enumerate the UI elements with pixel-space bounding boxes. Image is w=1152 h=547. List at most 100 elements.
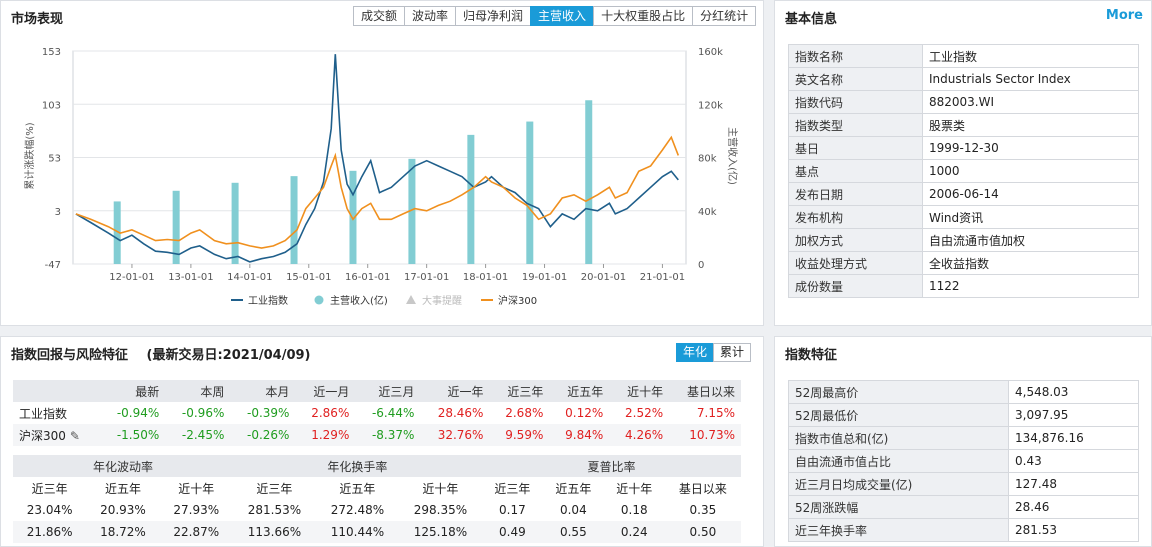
return-row-name: 工业指数 bbox=[19, 406, 68, 421]
y-left-tick-label: 103 bbox=[42, 100, 61, 111]
index-feature-row: 近三年换手率 281.53 bbox=[788, 518, 1139, 542]
y-right-tick-label: 40k bbox=[698, 207, 717, 218]
return-header-cell: 本月 bbox=[230, 380, 296, 402]
legend-event-swatch bbox=[406, 295, 416, 304]
basic-info-key: 收益处理方式 bbox=[788, 251, 923, 275]
return-value: 7.15% bbox=[696, 406, 735, 420]
basic-info-value: Industrials Sector Index bbox=[922, 67, 1139, 91]
y-left-tick-label: -47 bbox=[45, 260, 61, 271]
sub-header-cell: 近五年 bbox=[555, 481, 592, 496]
x-tick-label: 16-01-01 bbox=[345, 272, 390, 283]
tab-market-0[interactable]: 成交额 bbox=[353, 6, 406, 26]
x-tick-label: 15-01-01 bbox=[286, 272, 331, 283]
group-header: 年化换手率 bbox=[232, 455, 482, 477]
y-right-tick-label: 160k bbox=[698, 47, 723, 58]
sub-header-cell: 近三年 bbox=[256, 481, 293, 496]
return-row-name: 沪深300 ✎ bbox=[13, 424, 101, 446]
tab-market-5[interactable]: 分红统计 bbox=[692, 6, 757, 26]
index-feature-row: 自由流通市值占比 0.43 bbox=[788, 449, 1139, 473]
legend-revenue-label[interactable]: 主营收入(亿) bbox=[330, 294, 388, 307]
tab-market-1[interactable]: 波动率 bbox=[404, 6, 457, 26]
basic-info-key: 英文名称 bbox=[788, 67, 923, 91]
return-value: 9.59% bbox=[489, 424, 550, 446]
index-features-panel: 指数特征 52周最高价 4,548.03 52周最低价 3,097.95 指数市值总和(… bbox=[774, 336, 1152, 547]
basic-info-value: 全收益指数 bbox=[922, 251, 1139, 275]
risk-value: 0.55 bbox=[542, 521, 604, 543]
y-right-tick-label: 120k bbox=[698, 100, 723, 111]
legend-event-label[interactable]: 大事提醒 bbox=[422, 294, 462, 307]
return-value: -8.37% bbox=[355, 424, 421, 446]
revenue-bar bbox=[290, 176, 298, 264]
group-header: 年化波动率 bbox=[13, 455, 233, 477]
index-feature-key: 52周最低价 bbox=[788, 403, 1009, 427]
latest-trade-date: (最新交易日:2021/04/09) bbox=[146, 348, 311, 363]
tab-risk-1[interactable]: 累计 bbox=[712, 343, 751, 362]
risk-value: 18.72% bbox=[86, 521, 160, 543]
risk-value: 0.35 bbox=[689, 503, 717, 517]
basic-info-row: 指数名称 工业指数 bbox=[788, 44, 1139, 68]
revenue-bar bbox=[526, 121, 534, 265]
basic-info-row: 成份数量 1122 bbox=[788, 274, 1139, 298]
return-value: 2.68% bbox=[505, 406, 544, 420]
return-header-cell: 近十年 bbox=[609, 380, 670, 402]
index-feature-value: 127.48 bbox=[1008, 472, 1139, 496]
risk-value: 0.50 bbox=[664, 521, 741, 543]
index-feature-value: 4,548.03 bbox=[1008, 380, 1139, 404]
index-feature-key: 52周涨跌幅 bbox=[788, 495, 1009, 519]
tab-market-3[interactable]: 主营收入 bbox=[530, 6, 595, 26]
x-tick-label: 20-01-01 bbox=[581, 272, 626, 283]
risk-value: 27.93% bbox=[173, 503, 220, 517]
risk-value: 0.18 bbox=[620, 503, 648, 517]
basic-info-row: 基点 1000 bbox=[788, 159, 1139, 183]
basic-info-key: 成份数量 bbox=[788, 274, 923, 298]
risk-value: 0.04 bbox=[559, 503, 587, 517]
legend-hs300-label[interactable]: 沪深300 bbox=[498, 294, 537, 307]
risk-value: 272.48% bbox=[330, 503, 385, 517]
return-value: 4.26% bbox=[609, 424, 670, 446]
sub-header-cell: 近十年 bbox=[422, 481, 459, 496]
revenue-bar bbox=[585, 100, 593, 264]
index-feature-value: 0.43 bbox=[1008, 449, 1139, 473]
y-right-tick-label: 0 bbox=[698, 260, 704, 271]
basic-info-value: 工业指数 bbox=[922, 44, 1139, 68]
return-header-cell: 近三月 bbox=[355, 380, 421, 402]
x-tick-label: 18-01-01 bbox=[463, 272, 508, 283]
risk-value: 0.49 bbox=[481, 521, 543, 543]
basic-info-value: 自由流通市值加权 bbox=[922, 228, 1139, 252]
tab-risk-0[interactable]: 年化 bbox=[675, 343, 714, 362]
basic-info-row: 英文名称 Industrials Sector Index bbox=[788, 67, 1139, 91]
basic-info-key: 基点 bbox=[788, 159, 923, 183]
risk-tabs: 年化 累计 bbox=[675, 343, 751, 362]
sub-header-row: 近三年 近五年 近十年 近三年 近五年 近十年 近三年 近五年 近十年 基日以来 bbox=[13, 477, 741, 499]
index-feature-value: 281.53 bbox=[1008, 518, 1139, 542]
hs300-line bbox=[75, 135, 680, 249]
risk-value: 0.17 bbox=[499, 503, 526, 517]
volatility-table: 年化波动率 年化换手率 夏普比率 近三年 近五年 近十年 近三年 近五年 近十年 近三年 近五年 近十… bbox=[13, 455, 741, 543]
basic-info-value: 1122 bbox=[922, 274, 1139, 298]
tab-market-4[interactable]: 十大权重股占比 bbox=[593, 6, 694, 26]
return-value: 0.12% bbox=[565, 406, 604, 420]
basic-info-row: 指数代码 882003.WI bbox=[788, 90, 1139, 114]
risk-value: 0.24 bbox=[603, 521, 665, 543]
risk-value: 20.93% bbox=[100, 503, 146, 517]
tab-market-2[interactable]: 归母净利润 bbox=[455, 6, 532, 26]
risk-value: 125.18% bbox=[398, 521, 482, 543]
y-right-tick-label: 80k bbox=[698, 154, 717, 165]
return-value: -6.44% bbox=[371, 406, 415, 420]
legend-revenue-swatch bbox=[314, 295, 324, 305]
legend-index-label[interactable]: 工业指数 bbox=[248, 294, 288, 307]
basic-info-value: 1000 bbox=[922, 159, 1139, 183]
basic-info-value: 882003.WI bbox=[922, 90, 1139, 114]
index-feature-row: 52周涨跌幅 28.46 bbox=[788, 495, 1139, 519]
basic-info-row: 加权方式 自由流通市值加权 bbox=[788, 228, 1139, 252]
market-panel: 市场表现 成交额 波动率 归母净利润 主营收入 十大权重股占比 分红统计 153 103 53… bbox=[0, 0, 764, 326]
return-value: -2.45% bbox=[165, 424, 231, 446]
more-link[interactable]: More bbox=[1105, 8, 1143, 23]
return-row: 工业指数 -0.94% -0.96% -0.39% 2.86% -6.44% 28.46% 2… bbox=[13, 402, 741, 424]
return-header-cell: 基日以来 bbox=[669, 380, 741, 402]
revenue-bar bbox=[113, 201, 121, 264]
sub-header-cell: 基日以来 bbox=[678, 481, 727, 496]
sub-header-cell: 近三年 bbox=[494, 481, 531, 496]
x-tick-label: 13-01-01 bbox=[168, 272, 213, 283]
edit-icon[interactable]: ✎ bbox=[69, 428, 80, 443]
